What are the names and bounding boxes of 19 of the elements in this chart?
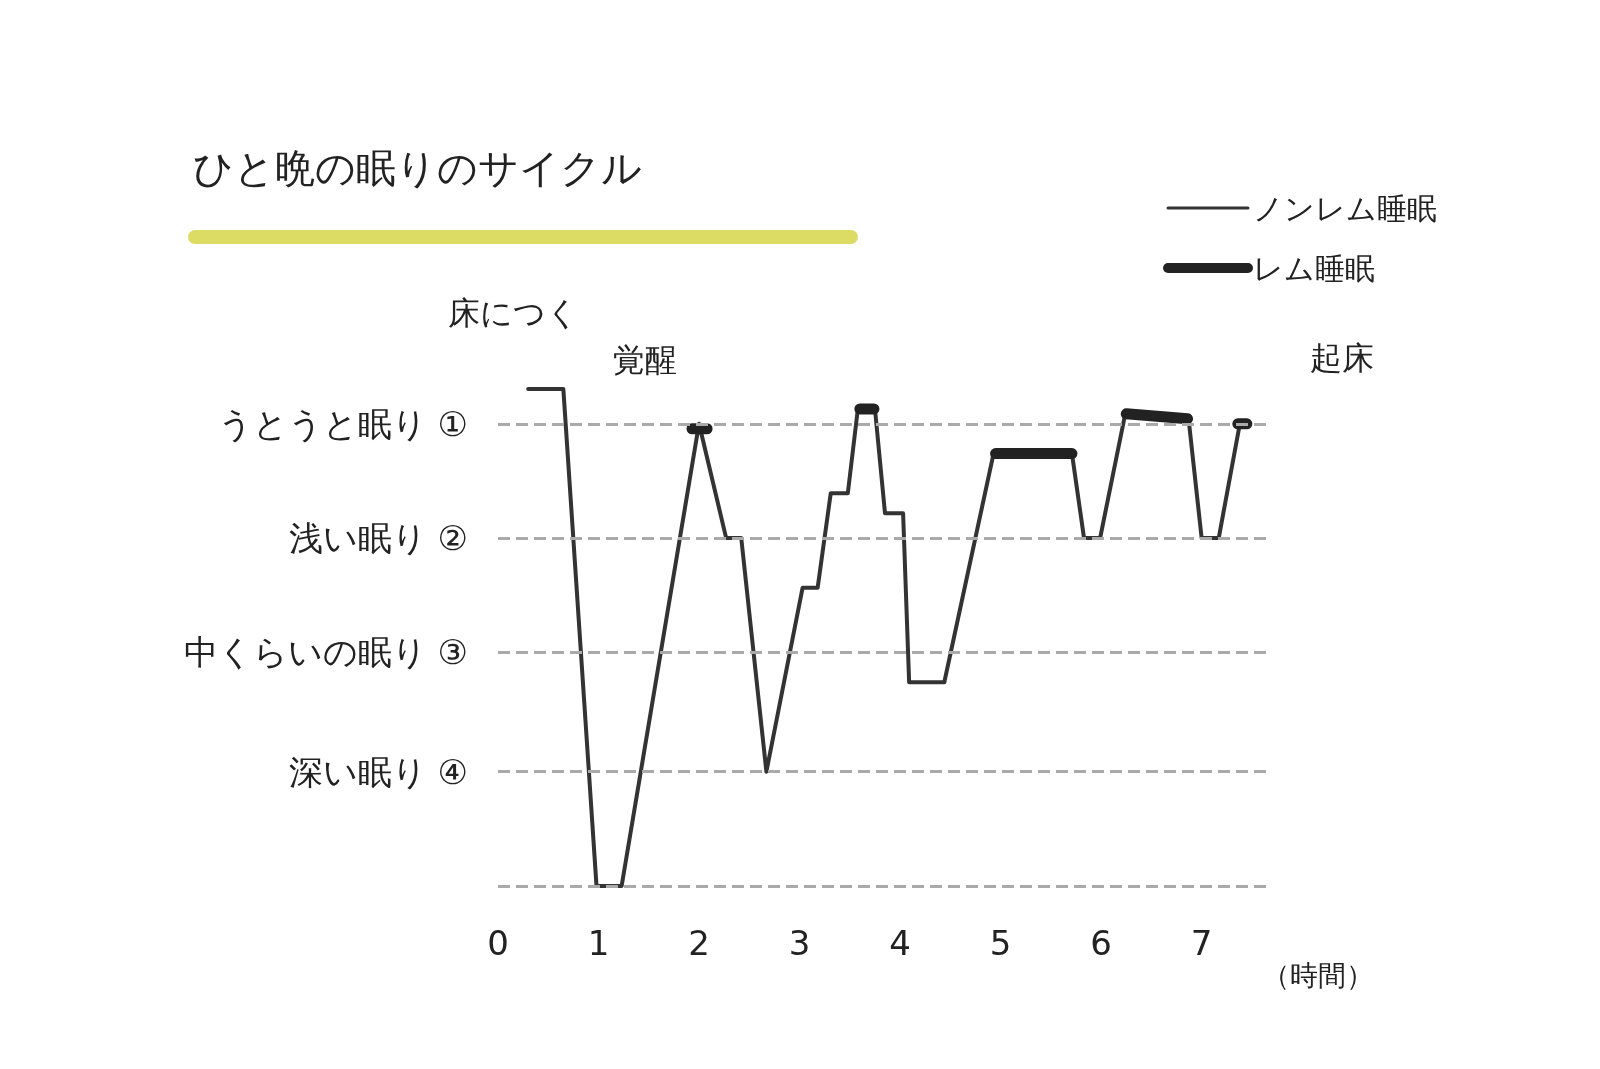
x-tick-label: 0 <box>487 923 509 963</box>
chart-title: ひと晩の眠りのサイクル <box>193 145 642 191</box>
x-tick-label: 7 <box>1190 923 1213 963</box>
text: 覚醒 <box>613 341 677 379</box>
ref-line-label: 深い眠り ④ <box>288 751 468 792</box>
x-tick-label: 6 <box>1090 923 1112 963</box>
legend-label: レム睡眠 <box>1253 250 1375 286</box>
x-tick-label: 3 <box>788 923 811 963</box>
ref-line-label: うとうと眠り ① <box>217 403 468 444</box>
legend-label: ノンレム睡眠 <box>1253 190 1437 226</box>
x-axis-title: （時間） <box>1262 958 1374 992</box>
annotation: 起床 <box>1309 338 1374 377</box>
x-tick-label: 4 <box>889 923 911 963</box>
x-tick-label: 2 <box>688 923 710 963</box>
ref-line-label: 浅い眠り ② <box>288 518 468 559</box>
x-tick-label: 5 <box>989 923 1012 963</box>
annotation: 床につく <box>448 294 580 332</box>
x-tick-label: 1 <box>587 923 610 963</box>
ref-line-label: 中くらいの眠り ③ <box>183 632 468 673</box>
